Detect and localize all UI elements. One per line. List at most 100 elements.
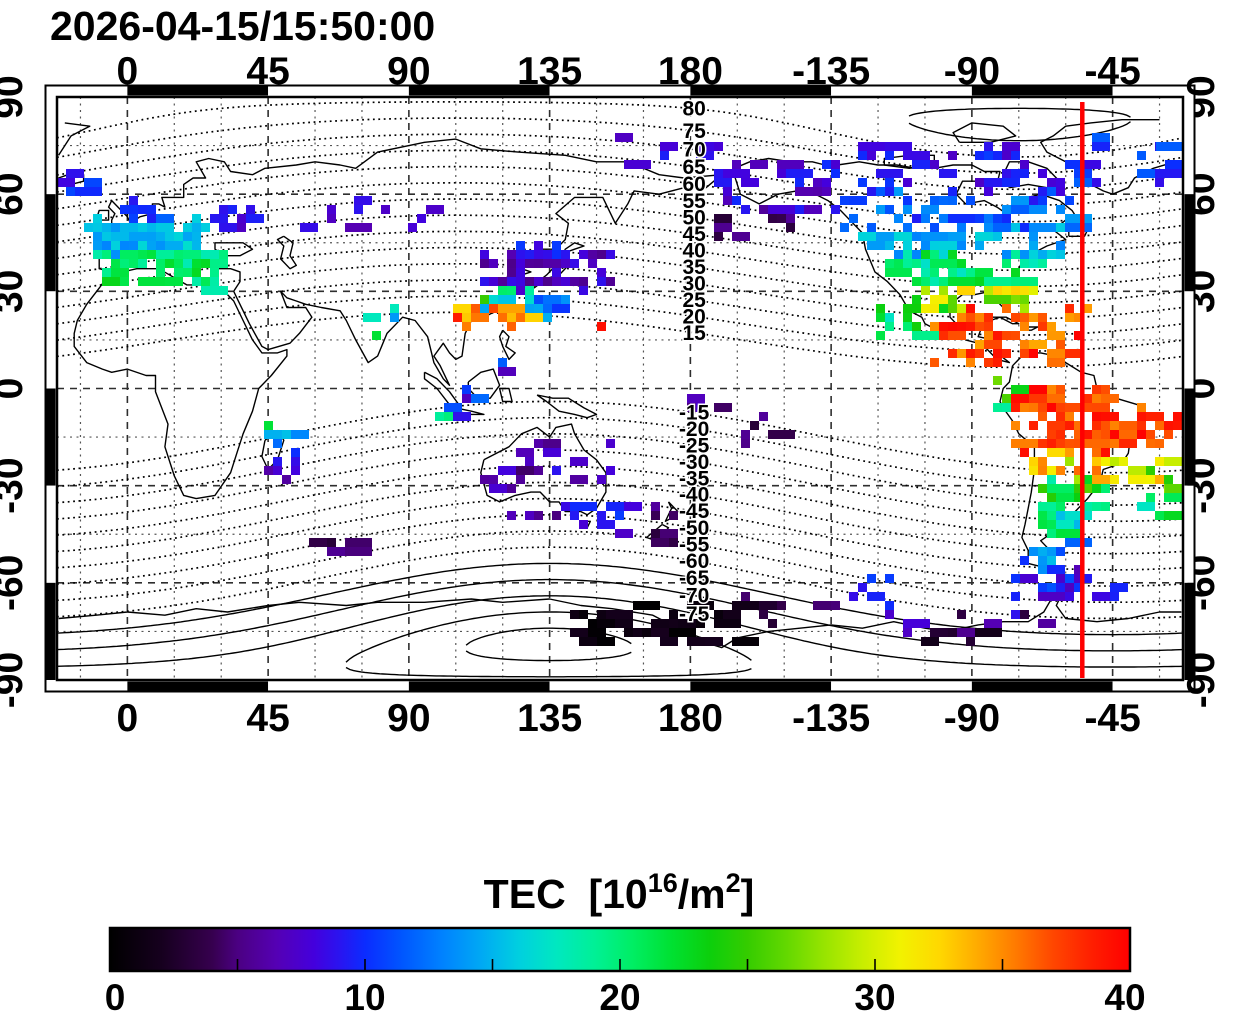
tec-data-point [903, 259, 912, 268]
tec-data-point [1029, 196, 1038, 205]
coastline [467, 368, 501, 399]
tec-data-point [714, 169, 723, 178]
tec-data-point [660, 151, 669, 160]
tec-data-point [1002, 178, 1011, 187]
tec-data-point [696, 637, 723, 646]
tec-data-point [1101, 421, 1110, 430]
tec-data-point [921, 259, 930, 268]
tec-data-point [120, 259, 129, 268]
tec-data-point [678, 619, 696, 628]
tec-data-point [1092, 403, 1110, 412]
tec-data-point [1065, 196, 1074, 205]
frame-band-top [268, 86, 409, 96]
tec-data-point [489, 295, 498, 304]
tec-data-point [1011, 385, 1038, 394]
contour-label: -45 [679, 500, 710, 523]
colorbar-title-unit: /m [678, 871, 726, 917]
tec-data-point [192, 214, 201, 223]
tec-data-point [462, 385, 471, 394]
contour-line [57, 181, 1183, 239]
tec-data-point [111, 268, 129, 277]
lon-tick-label-bottom: 180 [658, 697, 723, 740]
tec-data-point [291, 448, 300, 457]
tec-data-point [912, 160, 930, 169]
frame-band-left [46, 485, 56, 583]
contour-label: -55 [679, 533, 710, 556]
tec-data-point [687, 394, 705, 403]
tec-data-point [984, 277, 993, 286]
frame-band-bottom [127, 681, 269, 691]
tec-data-point [327, 205, 336, 214]
tec-data-point [1047, 385, 1056, 394]
tec-data-point [498, 313, 507, 322]
colorbar-tick-label: 30 [854, 977, 895, 1018]
tec-data-point [498, 466, 516, 475]
tec-data-point [885, 241, 894, 250]
tec-data-point [1011, 268, 1020, 277]
tec-data-point [741, 205, 750, 214]
frame-band-bottom [971, 681, 1113, 691]
tec-data-point [453, 412, 471, 421]
tec-data-point [696, 403, 705, 412]
tec-data-point [507, 286, 516, 295]
tec-data-point [1110, 439, 1119, 448]
coastline [480, 423, 607, 516]
tec-data-point [1173, 421, 1182, 430]
frame-band-right [1184, 194, 1194, 292]
tec-data-point [1137, 151, 1146, 160]
tec-data-point [1137, 403, 1146, 412]
tec-data-point [894, 214, 903, 223]
tec-data-point [282, 475, 291, 484]
tec-data-point [975, 322, 984, 331]
tec-data-point [1155, 421, 1164, 430]
tec-data-point [147, 241, 156, 250]
tec-data-point [687, 637, 705, 646]
tec-data-point [795, 205, 804, 214]
tec-data-point [1038, 484, 1047, 493]
tec-data-point [291, 430, 309, 439]
contour-line [57, 165, 1183, 223]
frame-band-bottom [408, 681, 550, 691]
tec-data-point [1047, 349, 1065, 358]
tec-data-point [462, 322, 471, 331]
tec-data-point [120, 241, 129, 250]
tec-data-point [174, 259, 183, 268]
tec-data-point [867, 574, 876, 583]
tec-data-point [498, 277, 507, 286]
tec-data-point [1065, 574, 1074, 583]
contour-label: -35 [679, 467, 710, 490]
tec-data-point [120, 277, 129, 286]
tec-data-point [885, 142, 912, 151]
tec-data-point [138, 277, 165, 286]
tec-data-point [1056, 250, 1065, 259]
tec-data-point [1092, 430, 1101, 439]
tec-data-point [507, 511, 516, 520]
tec-data-point [165, 232, 174, 241]
tec-data-point [1002, 214, 1011, 223]
tec-data-point [606, 502, 624, 511]
contour-line [345, 666, 752, 678]
tec-data-point [1020, 448, 1029, 457]
tec-data-point [156, 214, 174, 223]
tec-data-point [201, 250, 219, 259]
tec-data-point [1002, 304, 1011, 313]
tec-data-point [1038, 313, 1047, 322]
tec-data-point [561, 250, 570, 259]
tec-data-point [102, 250, 111, 259]
tec-data-point [768, 214, 777, 223]
frame-band-right [1184, 582, 1194, 680]
frame-band-left [46, 388, 56, 486]
tec-data-point [903, 322, 912, 331]
tec-data-point [1047, 475, 1056, 484]
tec-data-point [723, 187, 732, 196]
tec-data-point [525, 313, 543, 322]
tec-data-point [1011, 196, 1029, 205]
tec-data-point [84, 178, 102, 187]
tec-data-point [759, 412, 768, 421]
tec-data-point [831, 169, 840, 178]
tec-data-point [165, 259, 174, 268]
tec-data-point [156, 232, 165, 241]
tec-data-point [561, 259, 570, 268]
tec-data-point [1110, 475, 1119, 484]
